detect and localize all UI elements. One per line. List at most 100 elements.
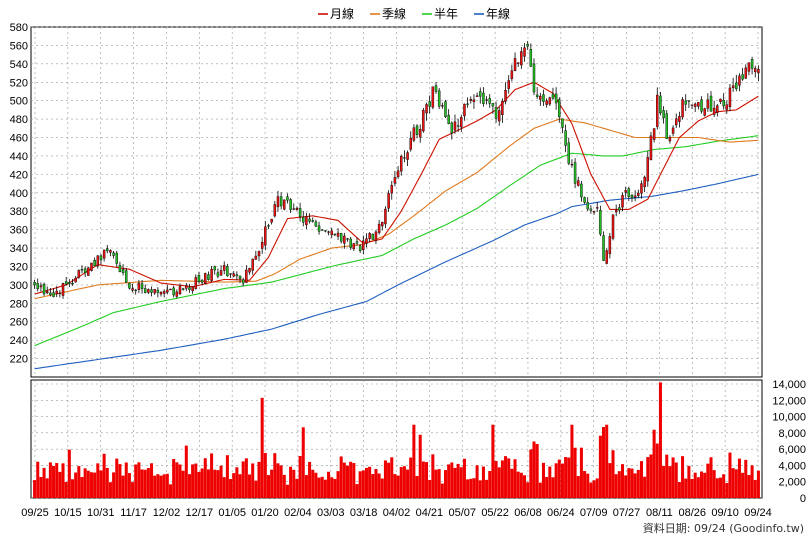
volume-bar: [282, 474, 286, 498]
candle: [409, 131, 412, 152]
volume-bar: [510, 468, 514, 498]
volume-bar: [48, 462, 52, 498]
volume-bar: [270, 469, 274, 498]
volume-bar: [203, 458, 207, 498]
volume-bar: [488, 471, 492, 498]
volume-bar: [213, 469, 217, 498]
volume-bar: [567, 457, 571, 498]
volume-bar: [61, 463, 65, 498]
volume-bar: [450, 462, 454, 498]
volume-bar: [671, 457, 675, 498]
candle: [260, 236, 264, 254]
volume-bar: [557, 459, 561, 498]
volume-bar: [513, 459, 517, 498]
candle: [210, 266, 213, 283]
volume-bar: [187, 474, 191, 498]
volume-bar: [469, 478, 473, 498]
candle: [349, 236, 352, 250]
candle: [539, 92, 542, 106]
volume-bar: [687, 465, 691, 498]
volume-bar: [83, 468, 87, 498]
price-tick-label: 480: [10, 114, 28, 126]
volume-bar: [722, 474, 726, 498]
volume-bar: [425, 462, 429, 498]
volume-bar: [431, 454, 435, 498]
volume-bar: [115, 458, 119, 498]
volume-bar: [235, 467, 239, 498]
volume-bar: [36, 461, 40, 498]
volume-bar: [712, 470, 716, 498]
volume-bar: [519, 472, 523, 498]
price-tick-label: 560: [10, 40, 28, 52]
legend-item-1: 季線: [370, 6, 406, 21]
volume-bar: [655, 443, 659, 498]
candle: [605, 248, 608, 265]
volume-bar: [715, 478, 719, 498]
date-tick-label: 07/09: [580, 507, 608, 519]
candle: [159, 291, 163, 297]
volume-bar: [374, 469, 378, 498]
date-tick-label: 03/18: [350, 507, 378, 519]
candle: [687, 100, 691, 108]
volume-bar: [330, 477, 334, 498]
candle: [387, 190, 390, 212]
volume-bar: [244, 458, 248, 498]
volume-bar: [428, 480, 432, 498]
volume-bar: [583, 471, 587, 498]
volume-bar: [71, 479, 75, 498]
candle: [358, 244, 362, 253]
candle: [298, 202, 302, 222]
volume-bar: [415, 476, 419, 498]
volume-bar: [301, 427, 305, 498]
volume-bar: [504, 456, 508, 498]
candle: [437, 87, 441, 110]
volume-bar: [744, 459, 748, 498]
volume-bar: [292, 469, 296, 498]
volume-bar: [548, 466, 552, 498]
candle: [425, 102, 428, 121]
candle: [273, 200, 277, 218]
candle: [45, 286, 49, 295]
volume-bar: [156, 474, 160, 498]
candle: [599, 205, 602, 237]
candle: [216, 268, 220, 279]
volume-bar: [456, 463, 460, 498]
candle: [444, 99, 447, 119]
volume-bar: [570, 424, 574, 498]
volume-bar: [718, 477, 722, 498]
candle: [738, 73, 741, 92]
candle: [551, 87, 555, 100]
candle: [535, 87, 539, 100]
volume-bar: [124, 462, 128, 498]
date-tick-label: 09/24: [744, 507, 772, 519]
candle: [36, 278, 39, 292]
volume-bar: [576, 476, 580, 498]
volume-bar: [320, 476, 324, 498]
volume-bar: [251, 463, 255, 498]
candle: [39, 282, 43, 292]
volume-bar: [175, 462, 179, 498]
candle: [434, 81, 438, 94]
date-tick-label: 09/10: [711, 507, 739, 519]
volume-bar: [579, 447, 583, 498]
candle: [83, 266, 87, 277]
volume-bar: [662, 465, 666, 498]
volume-bar: [371, 474, 375, 498]
candle: [87, 266, 90, 276]
candle: [475, 92, 479, 98]
candle: [602, 231, 605, 261]
volume-bar: [617, 471, 621, 498]
volume-bar: [86, 470, 90, 498]
volume-bar: [263, 452, 267, 498]
legend-label: 月線: [330, 6, 354, 21]
candle: [346, 237, 349, 242]
candle: [49, 288, 52, 297]
candle: [188, 283, 191, 293]
candle: [542, 89, 545, 106]
candle: [254, 250, 258, 261]
candle: [197, 271, 201, 284]
volume-bar: [652, 429, 656, 498]
volume-bar: [248, 474, 252, 498]
candle: [675, 113, 678, 129]
